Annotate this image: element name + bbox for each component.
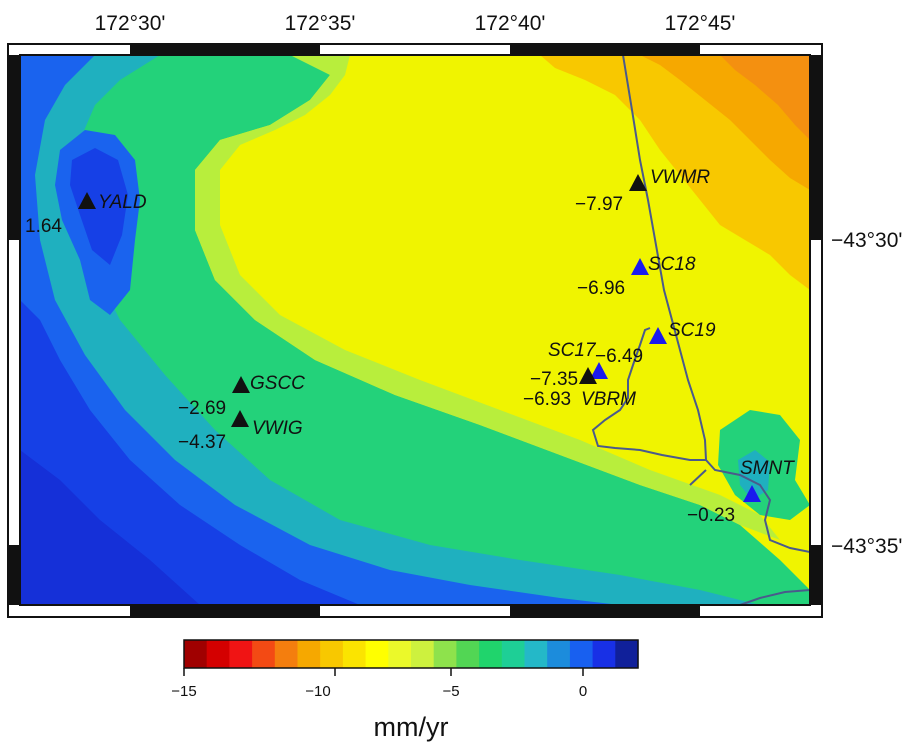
station-value: −6.93 — [523, 389, 571, 410]
velocity-raster — [20, 55, 810, 605]
station-value: −6.96 — [577, 278, 625, 299]
colorbar-cell — [615, 640, 639, 668]
lon-label: 172°45' — [665, 12, 736, 35]
lon-label: 172°30' — [95, 12, 166, 35]
top-lon-labels: 172°30' 172°35' 172°40' 172°45' — [95, 12, 736, 35]
station-name: SMNT — [740, 458, 795, 479]
station-marker — [629, 174, 647, 191]
colorbar-cell — [592, 640, 616, 668]
station-name: SC19 — [668, 320, 716, 341]
lat-label: −43°30' — [831, 229, 902, 252]
colorbar: −15 −10 −5 0 mm/yr — [171, 639, 639, 742]
station-marker — [231, 410, 249, 427]
colorbar-cell — [388, 640, 412, 668]
colorbar-tick-label: −15 — [171, 683, 196, 700]
colorbar-cell — [320, 640, 344, 668]
station-value: −4.37 — [178, 432, 226, 453]
colorbar-cell — [342, 640, 367, 668]
colorbar-cell — [252, 640, 276, 668]
colorbar-tick-label: −5 — [442, 683, 459, 700]
colorbar-cell — [184, 640, 208, 668]
colorbar-cell — [206, 640, 230, 668]
lon-label: 172°35' — [285, 12, 356, 35]
station-name: GSCC — [250, 373, 305, 394]
station-value: −6.49 — [595, 346, 643, 367]
stations: YALD 1.64 VWMR −7.97 SC18 −6.96 SC19 SC1… — [25, 167, 795, 526]
coastline — [591, 55, 810, 605]
colorbar-cell — [411, 640, 435, 668]
station-marker — [590, 362, 608, 379]
station-marker — [631, 258, 649, 275]
station-name: VWMR — [650, 167, 710, 188]
right-lat-labels: −43°30' −43°35' — [831, 229, 902, 558]
colorbar-cell — [569, 640, 594, 668]
station-value: −7.35 — [530, 369, 578, 390]
colorbar-cell — [456, 640, 480, 668]
colorbar-unit: mm/yr — [374, 712, 449, 742]
colorbar-tick-label: 0 — [579, 683, 587, 700]
station-value: −2.69 — [178, 398, 226, 419]
station-marker — [78, 192, 96, 209]
colorbar-cell — [524, 640, 548, 668]
colorbar-cell — [274, 640, 299, 668]
colorbar-cell — [479, 640, 503, 668]
station-value: 1.64 — [25, 216, 62, 237]
station-name: SC17 — [548, 340, 597, 361]
colorbar-cell — [229, 640, 253, 668]
station-value: −7.97 — [575, 194, 623, 215]
lat-label: −43°35' — [831, 535, 902, 558]
station-name: VWIG — [252, 418, 303, 439]
colorbar-cell — [433, 640, 457, 668]
colorbar-cell — [365, 640, 389, 668]
lon-label: 172°40' — [475, 12, 546, 35]
station-name: SC18 — [648, 254, 696, 275]
station-marker — [579, 367, 597, 384]
colorbar-cell — [297, 640, 321, 668]
station-marker — [649, 327, 667, 344]
colorbar-cell — [547, 640, 571, 668]
colorbar-tick-label: −10 — [305, 683, 330, 700]
colorbar-cell — [501, 640, 526, 668]
map-frame — [7, 43, 823, 618]
station-value: −0.23 — [687, 505, 735, 526]
station-name: VBRM — [581, 389, 636, 410]
station-name: YALD — [98, 192, 147, 213]
station-marker — [743, 485, 761, 502]
station-marker — [232, 376, 250, 393]
